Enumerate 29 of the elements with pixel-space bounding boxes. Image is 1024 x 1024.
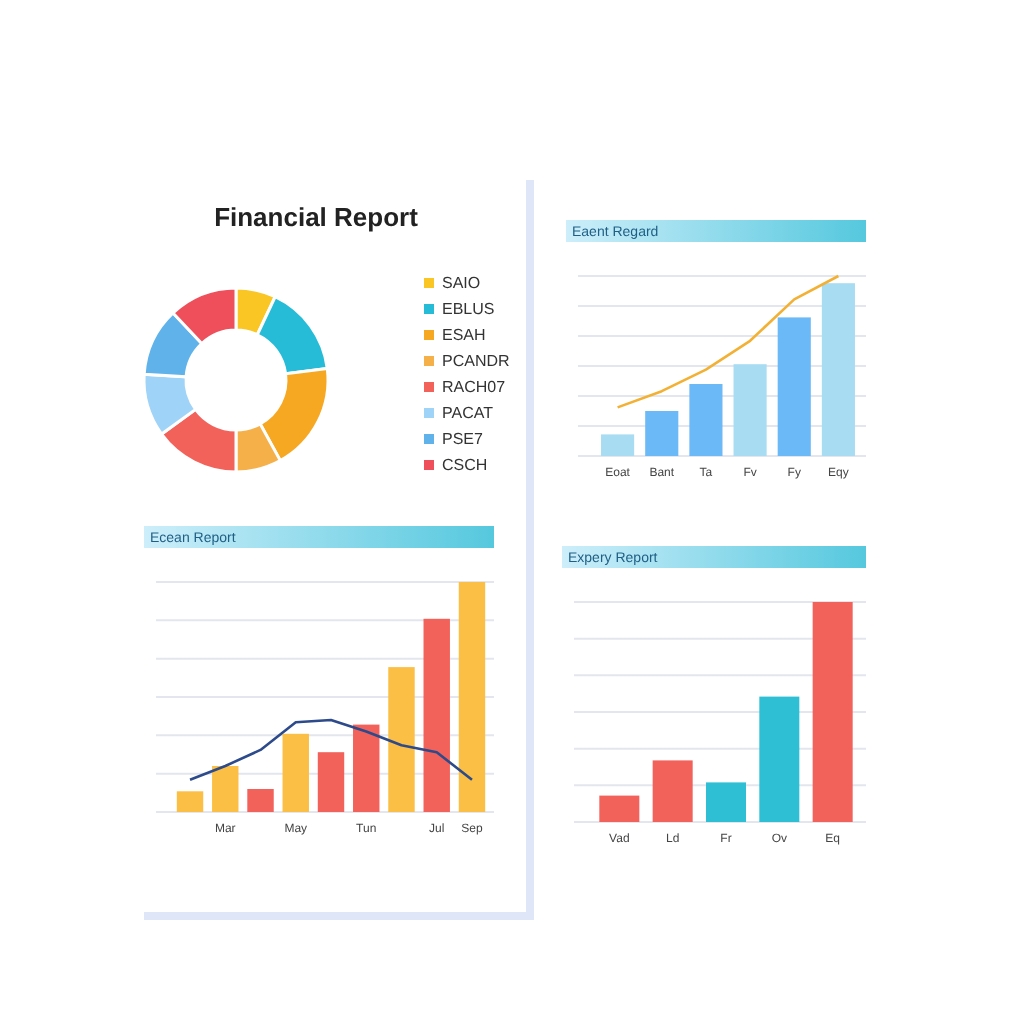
bar (317, 752, 345, 812)
bar (821, 283, 855, 456)
bar (247, 789, 274, 812)
legend-label: PCANDR (442, 352, 511, 370)
legend-label: PACAT (442, 404, 494, 422)
legend-label: CSCH (442, 456, 488, 474)
bar (282, 733, 309, 812)
bar (759, 696, 800, 822)
bar (777, 317, 811, 456)
bar (423, 618, 450, 812)
bar (812, 602, 853, 822)
legend-label: PSE7 (442, 430, 485, 448)
chart-title: Financial Report (214, 202, 420, 232)
legend-label: RACH07 (442, 378, 507, 396)
bar (458, 582, 486, 812)
legend-label: ESAH (442, 326, 487, 344)
legend-label: EBLUS (442, 300, 495, 318)
bar (212, 766, 239, 812)
bar (599, 795, 640, 822)
bar (388, 667, 415, 812)
bar (645, 411, 679, 456)
bar (652, 760, 693, 822)
bar (733, 364, 767, 456)
bar (689, 384, 723, 456)
bar (353, 724, 380, 812)
bar (176, 791, 204, 812)
legend-label: SAIO (442, 274, 481, 292)
bar (706, 782, 746, 822)
bar (601, 434, 635, 456)
